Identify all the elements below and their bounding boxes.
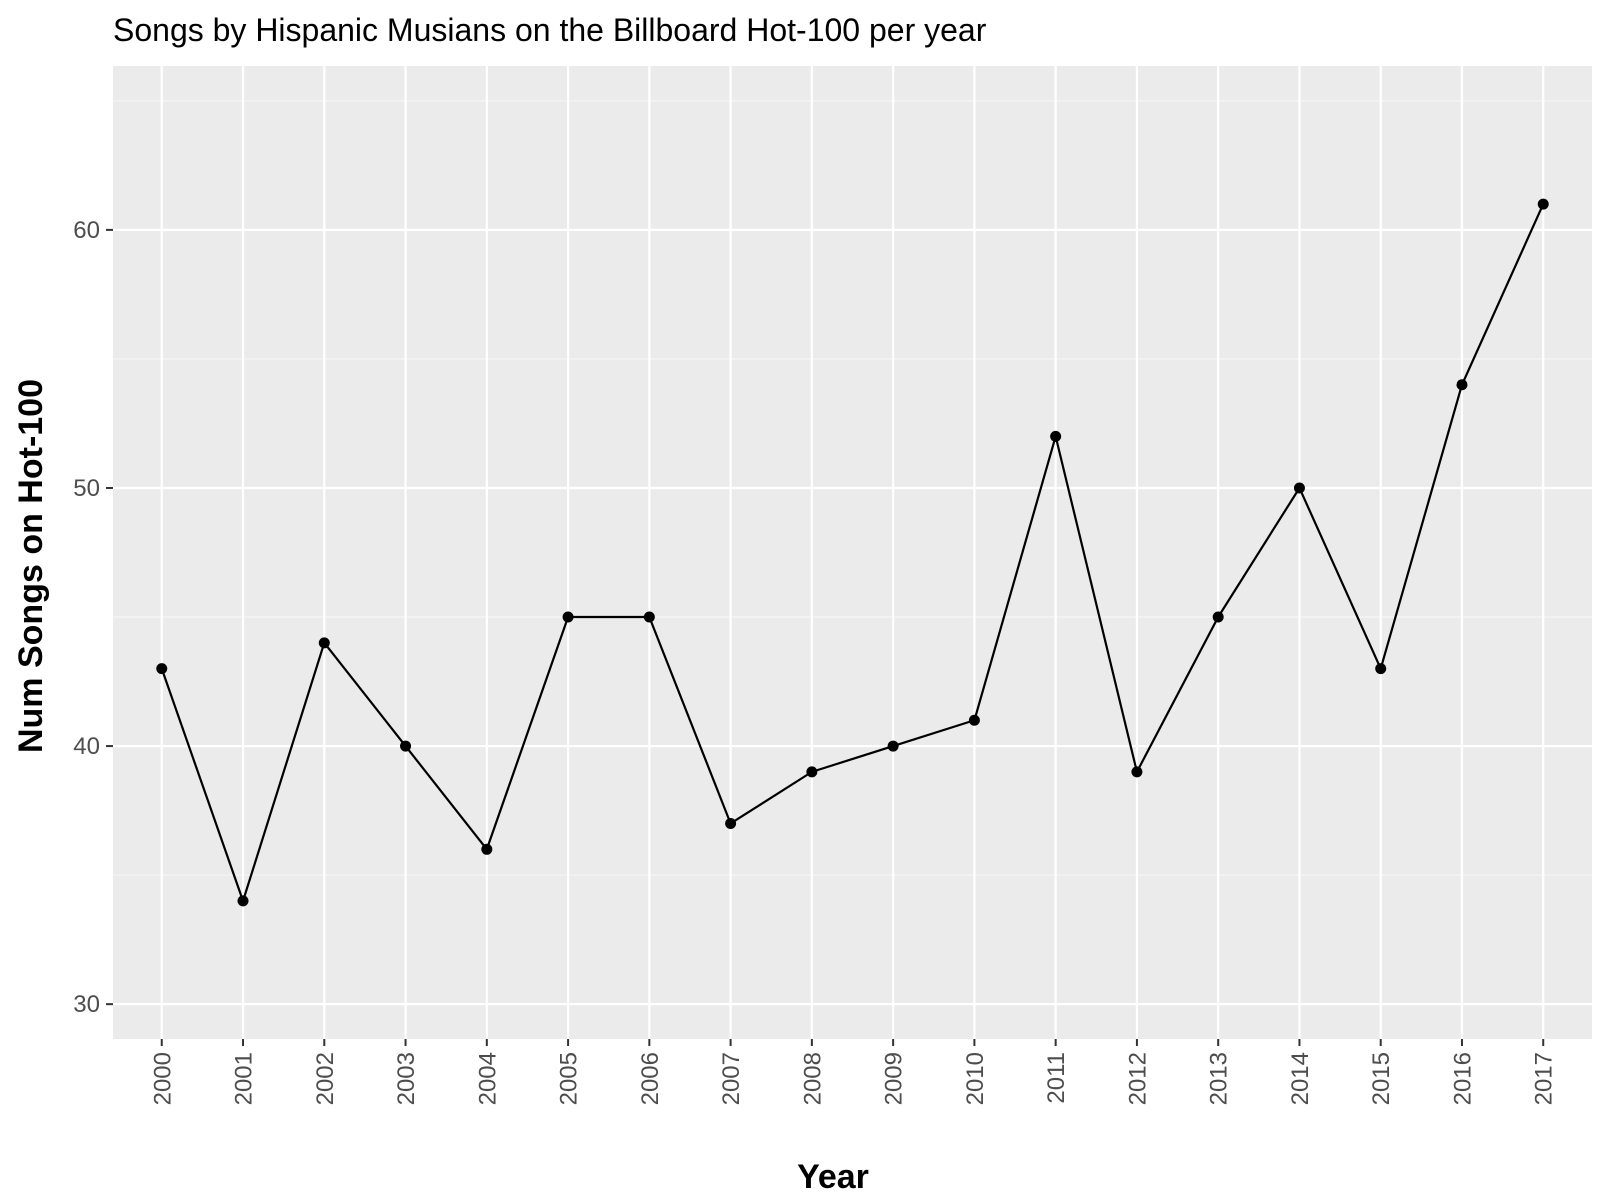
x-tick-label: 2011: [1043, 1052, 1070, 1104]
data-series: [156, 198, 1549, 907]
x-tick-label: 2006: [637, 1052, 664, 1105]
x-tick-label: 2001: [231, 1052, 258, 1105]
y-tick-label: 60: [73, 217, 100, 244]
data-point-2005: [562, 611, 574, 623]
data-point-2003: [400, 740, 412, 752]
x-tick-label: 2016: [1449, 1052, 1476, 1105]
y-axis-title: Num Songs on Hot-100: [12, 379, 50, 753]
data-point-2000: [156, 663, 168, 675]
data-point-2004: [481, 843, 493, 855]
major-gridlines: [113, 66, 1592, 1039]
x-tick-label: 2010: [962, 1052, 989, 1105]
x-tick-label: 2005: [556, 1052, 583, 1105]
data-point-2006: [643, 611, 655, 623]
x-tick-label: 2015: [1368, 1052, 1395, 1105]
x-axis: 2000 2001 2002 2003 2004 2005 2006 2007 2008 2009…: [149, 1039, 1558, 1105]
x-tick-label: 2008: [799, 1052, 826, 1105]
data-point-2017: [1537, 198, 1549, 210]
data-point-2014: [1293, 482, 1305, 494]
data-point-2007: [725, 817, 737, 829]
data-point-2009: [887, 740, 899, 752]
plot-panel: [113, 66, 1592, 1039]
y-axis: 30 40 50 60: [73, 217, 113, 1018]
data-point-2002: [318, 637, 330, 649]
series-line: [160, 203, 1545, 903]
data-point-2001: [237, 895, 249, 907]
x-tick-label: 2012: [1124, 1052, 1151, 1105]
data-point-2015: [1375, 663, 1387, 675]
data-point-2008: [806, 766, 818, 778]
x-tick-label: 2014: [1287, 1052, 1314, 1105]
x-tick-label: 2007: [718, 1052, 745, 1105]
data-point-2010: [968, 714, 980, 726]
x-axis-title: Year: [797, 1158, 869, 1196]
x-tick-label: 2009: [881, 1052, 908, 1105]
chart-title: Songs by Hispanic Musians on the Billboa…: [113, 12, 987, 48]
x-tick-label: 2013: [1206, 1052, 1233, 1105]
data-point-2011: [1050, 430, 1062, 442]
x-tick-label: 2017: [1531, 1052, 1558, 1105]
x-tick-label: 2003: [393, 1052, 420, 1105]
data-point-2013: [1212, 611, 1224, 623]
data-point-2012: [1131, 766, 1143, 778]
data-point-2016: [1456, 379, 1468, 391]
x-tick-label: 2000: [149, 1052, 176, 1105]
y-tick-label: 50: [73, 475, 100, 502]
x-tick-label: 2002: [312, 1052, 339, 1105]
y-tick-label: 40: [73, 733, 100, 760]
y-tick-label: 30: [73, 991, 100, 1018]
minor-gridlines: [113, 100, 1592, 876]
x-tick-label: 2004: [474, 1052, 501, 1105]
